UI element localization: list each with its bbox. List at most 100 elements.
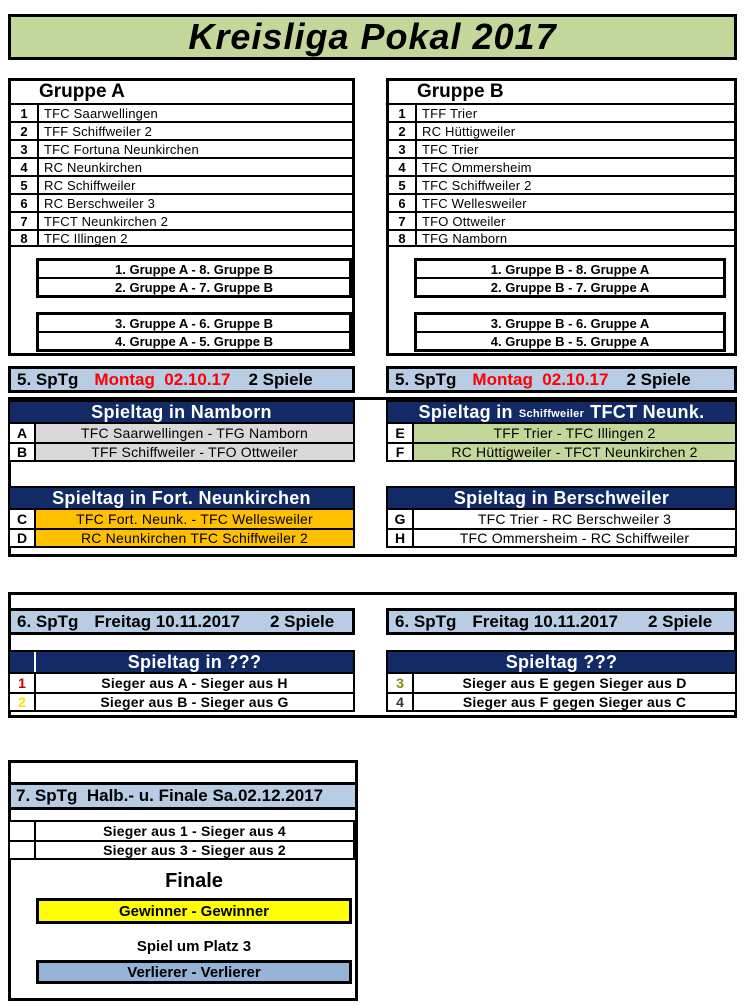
match-row: 2 Sieger aus B - Sieger aus G [10,692,353,710]
table-row: 3 TFC Trier [389,139,734,157]
pairing-box: 3. Gruppe A - 6. Gruppe B 4. Gruppe A - … [36,312,352,352]
header-part: TFCT Neunk. [590,401,705,422]
match-text: TFF Schiffweiler - TFO Ottweiler [36,444,353,460]
match-label: H [388,530,414,546]
team-name: RC Neunkirchen [44,159,143,175]
match-label: 1 [10,674,36,692]
block-namborn: Spieltag in Namborn A TFC Saarwellingen -… [8,400,355,462]
team-name: TFCT Neunkirchen 2 [44,213,169,229]
team-name: RC Hüttigweiler [422,123,516,139]
matchday-date: Montag 02.10.17 [94,369,231,389]
pairing-row: 2. Gruppe A - 7. Gruppe B [39,277,349,295]
block-header: Spieltag in Namborn [10,402,353,424]
team-name: TFC Illingen 2 [44,230,128,246]
matchday5-bar-left: 5. SpTg Montag 02.10.17 2 Spiele [8,366,355,393]
platz3-title: Spiel um Platz 3 [136,938,252,955]
pairing-row: 1. Gruppe A - 8. Gruppe B [115,261,273,277]
match-row: 1 Sieger aus A - Sieger aus H [10,674,353,692]
group-b-title: Gruppe B [417,81,504,102]
finale-title: Finale [165,870,223,892]
block-header: Spieltag in Schiffweiler TFCT Neunk. [388,402,735,424]
pairing-row: 4. Gruppe B - 5. Gruppe A [417,331,723,349]
team-name: TFC Schiffweiler 2 [422,177,532,193]
team-name: TFC Trier [422,141,479,157]
block-header: Spieltag in Fort. Neunkirchen [10,488,353,510]
block-matchday6-right: Spieltag ??? 3 Sieger aus E gegen Sieger … [386,650,737,712]
row-number: 6 [389,195,417,211]
table-row: 5 RC Schiffweiler [11,175,352,193]
block-header: Spieltag ??? [388,652,735,674]
row-number: 4 [11,159,39,175]
row-number: 2 [11,123,39,139]
finale-match-bar: Gewinner - Gewinner [36,898,352,924]
matchday5-bar-right: 5. SpTg Montag 02.10.17 2 Spiele [386,366,737,393]
block-schiffweiler: Spieltag in Schiffweiler TFCT Neunk. E TF… [386,400,737,462]
match-text: Sieger aus E gegen Sieger aus D [414,674,735,692]
match-row: B TFF Schiffweiler - TFO Ottweiler [10,442,353,460]
row-number: 8 [11,231,39,246]
block-neunkirchen: Spieltag in Fort. Neunkirchen C TFC Fort.… [8,486,355,548]
matchday7-bar: 7. SpTg Halb.- u. Finale Sa.02.12.2017 [8,782,358,810]
table-row: 1 TFF Trier [389,103,734,121]
match-label: 3 [388,674,414,692]
team-name: TFC Saarwellingen [44,105,158,121]
row-number: 2 [389,123,417,139]
pairing-row: 2. Gruppe B - 7. Gruppe A [417,277,723,295]
pairing-box: 1. Gruppe A - 8. Gruppe B 2. Gruppe A - … [36,258,352,298]
header-part: Spieltag in [418,401,513,422]
match-row: E TFF Trier - TFC Illingen 2 [388,424,735,442]
match-label: C [10,510,36,528]
page-title: Kreisliga Pokal 2017 [8,14,737,60]
row-number: 3 [389,141,417,157]
row-number: 7 [389,213,417,229]
matchday-label: 6. SpTg [17,611,79,631]
match-row: Sieger aus 3 - Sieger aus 2 [10,840,353,858]
table-row: 7 TFO Ottweiler [389,211,734,229]
pairing-box: 1. Gruppe B - 8. Gruppe A 2. Gruppe B - … [414,258,726,298]
group-a-title: Gruppe A [39,81,125,102]
team-name: TFC Wellesweiler [422,195,527,211]
match-text: RC Hüttigweiler - TFCT Neunkirchen 2 [414,444,735,460]
match-text: TFC Ommersheim - RC Schiffweiler [414,530,735,546]
match-row: D RC Neunkirchen TFC Schiffweiler 2 [10,528,353,546]
match-label: G [388,510,414,528]
pairing-row: 3. Gruppe B - 6. Gruppe A [490,315,650,331]
team-name: TFF Trier [422,105,478,121]
team-name: TFG Namborn [422,230,508,246]
row-number: 8 [389,231,417,246]
matchday-date: Freitag 10.11.2017 [472,611,618,631]
match-row: 4 Sieger aus F gegen Sieger aus C [388,692,735,710]
table-row: 6 RC Berschweiler 3 [11,193,352,211]
matchday-label: 5. SpTg [17,369,79,389]
match-label: 4 [388,694,414,710]
table-row: 4 RC Neunkirchen [11,157,352,175]
matchday-label: 6. SpTg [395,611,457,631]
header-text: Spieltag in ??? [127,651,262,672]
match-label [10,842,36,858]
matchday7-section-box [8,760,358,1001]
match-text: Sieger aus F gegen Sieger aus C [414,694,735,710]
table-row: 2 TFF Schiffweiler 2 [11,121,352,139]
header-label-cell [10,652,36,672]
pairing-row: 3. Gruppe A - 6. Gruppe B [115,315,273,331]
matchday6-bar-right: 6. SpTg Freitag 10.11.2017 2 Spiele [386,608,737,635]
team-name: TFF Schiffweiler 2 [44,123,153,139]
matchday-info: 2 Spiele [269,611,335,631]
matchday-date: Montag 02.10.17 [472,369,609,389]
matchday-info: 2 Spiele [647,611,713,631]
matchday-info: 2 Spiele [248,369,313,389]
group-b-table: Gruppe B 1 TFF Trier 2 RC Hüttigweiler 3 TF… [386,78,737,356]
match-row: C TFC Fort. Neunk. - TFC Wellesweiler [10,510,353,528]
row-number: 4 [389,159,417,175]
team-name: RC Schiffweiler [44,177,136,193]
row-number: 3 [11,141,39,157]
block-berschweiler: Spieltag in Berschweiler G TFC Trier - RC… [386,486,737,548]
match-text: RC Neunkirchen TFC Schiffweiler 2 [36,530,353,546]
pairing-row: 4. Gruppe A - 5. Gruppe B [39,331,349,349]
match-row: 3 Sieger aus E gegen Sieger aus D [388,674,735,692]
table-row: 4 TFC Ommersheim [389,157,734,175]
table-row: 6 TFC Wellesweiler [389,193,734,211]
row-number: 1 [389,105,417,121]
match-text: TFC Trier - RC Berschweiler 3 [414,510,735,528]
match-label: 2 [10,694,36,710]
